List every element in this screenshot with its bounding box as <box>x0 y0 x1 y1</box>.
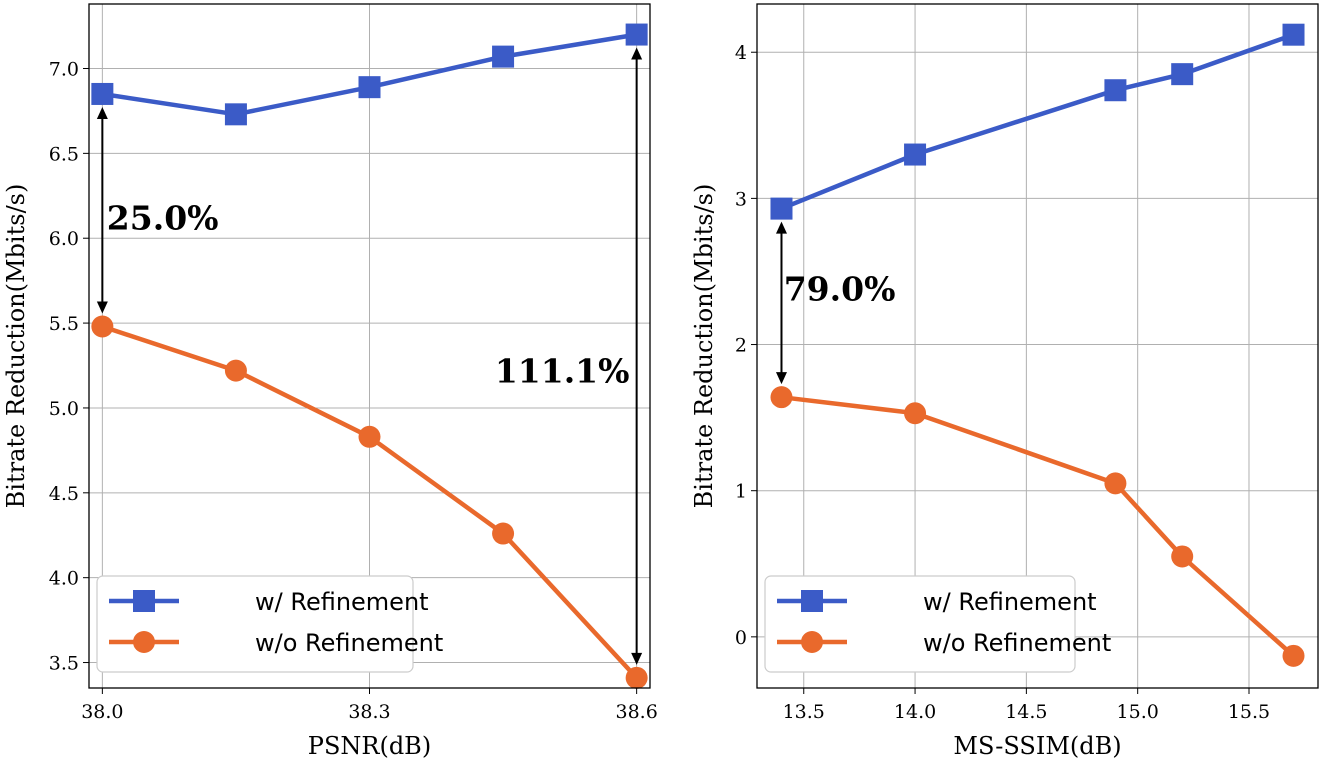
x-tick-label: 38.6 <box>615 701 657 723</box>
arrow-head <box>631 652 643 665</box>
y-tick-label: 3 <box>735 188 747 210</box>
data-point <box>770 386 793 409</box>
y-tick-label: 3.5 <box>49 653 79 675</box>
legend-entry-w-o-refinement: w/o Refinement <box>109 629 443 657</box>
annotation-label: 25.0% <box>107 199 219 238</box>
x-tick-label: 15.0 <box>1117 701 1159 723</box>
data-point <box>770 197 793 220</box>
x-tick-label: 14.5 <box>1005 701 1047 723</box>
data-point <box>1104 79 1127 102</box>
legend-marker <box>133 631 155 653</box>
legend-marker <box>133 590 155 612</box>
legend-entry-w-refinement: w/ Refinement <box>109 588 429 616</box>
data-point <box>358 76 381 99</box>
y-tick-label: 2 <box>735 335 747 357</box>
y-tick-label: 5.5 <box>49 313 79 335</box>
arrow-head <box>775 221 787 234</box>
y-tick-label: 4.0 <box>49 568 79 590</box>
chart-panel-2: 79.0% 13.5 14.0 14.5 15.0 15.5 0 1 2 3 4 MS-SSIM(dB… <box>690 3 1319 760</box>
legend: w/ Refinement w/o Refinement <box>764 575 1111 673</box>
data-point <box>492 522 515 545</box>
arrow-head <box>96 301 108 314</box>
legend-label: w/ Refinement <box>255 588 429 616</box>
data-point <box>1171 545 1194 568</box>
axes-frame <box>756 3 1319 689</box>
y-tick-label: 0 <box>735 627 747 649</box>
x-axis-label: PSNR(dB) <box>308 732 431 760</box>
y-tick-label: 4.5 <box>49 483 79 505</box>
y-tick-label: 4 <box>735 42 747 64</box>
legend-marker <box>801 631 823 653</box>
chart-panel-1: 25.0% 111.1% 38.0 38.3 38.6 3.5 4.0 4.5 5.0 5.5 6.… <box>2 3 658 760</box>
data-point <box>91 315 114 338</box>
data-point <box>1171 63 1194 86</box>
legend-label: w/ Refinement <box>923 588 1097 616</box>
y-axis-label: Bitrate Reduction(Mbits/s) <box>2 184 30 509</box>
y-tick-label: 5.0 <box>49 398 79 420</box>
data-point <box>358 425 381 448</box>
legend-entry-w-o-refinement: w/o Refinement <box>777 629 1111 657</box>
x-tick-label: 14.0 <box>894 701 936 723</box>
legend-label: w/o Refinement <box>923 629 1111 657</box>
data-point <box>904 402 927 425</box>
arrow-head <box>775 372 787 385</box>
y-tick-label: 1 <box>735 481 747 503</box>
legend: w/ Refinement w/o Refinement <box>96 575 443 673</box>
arrow-head <box>96 106 108 119</box>
data-point <box>1282 23 1305 46</box>
legend-marker <box>801 590 823 612</box>
annotation-2: 111.1% <box>495 47 643 665</box>
y-tick-label: 6.0 <box>49 228 79 250</box>
data-point <box>91 82 114 105</box>
legend-entry-w-refinement: w/ Refinement <box>777 588 1097 616</box>
x-tick-label: 38.3 <box>348 701 390 723</box>
x-axis-label: MS-SSIM(dB) <box>953 732 1121 760</box>
series-line <box>780 32 1295 211</box>
annotation-1: 25.0% <box>96 106 219 314</box>
annotation-1: 79.0% <box>775 221 896 385</box>
series-w-refinement <box>91 23 648 126</box>
annotation-label: 111.1% <box>495 351 630 390</box>
data-point <box>904 143 927 166</box>
data-point <box>492 45 515 68</box>
data-point <box>224 359 247 382</box>
data-point <box>625 23 648 46</box>
legend-label: w/o Refinement <box>255 629 443 657</box>
x-tick-label: 15.5 <box>1228 701 1270 723</box>
y-tick-label: 7.0 <box>49 58 79 80</box>
x-tick-label: 38.0 <box>81 701 123 723</box>
y-axis-label: Bitrate Reduction(Mbits/s) <box>690 184 718 509</box>
series-w-o-refinement <box>770 386 1305 667</box>
data-point <box>1104 472 1127 495</box>
annotation-label: 79.0% <box>784 270 896 309</box>
series-w-o-refinement <box>91 315 648 689</box>
data-point <box>224 103 247 126</box>
series-w-refinement <box>770 23 1305 220</box>
data-point <box>625 666 648 689</box>
x-tick-label: 13.5 <box>783 701 825 723</box>
data-point <box>1282 644 1305 667</box>
arrow-head <box>631 47 643 60</box>
y-tick-label: 6.5 <box>49 143 79 165</box>
